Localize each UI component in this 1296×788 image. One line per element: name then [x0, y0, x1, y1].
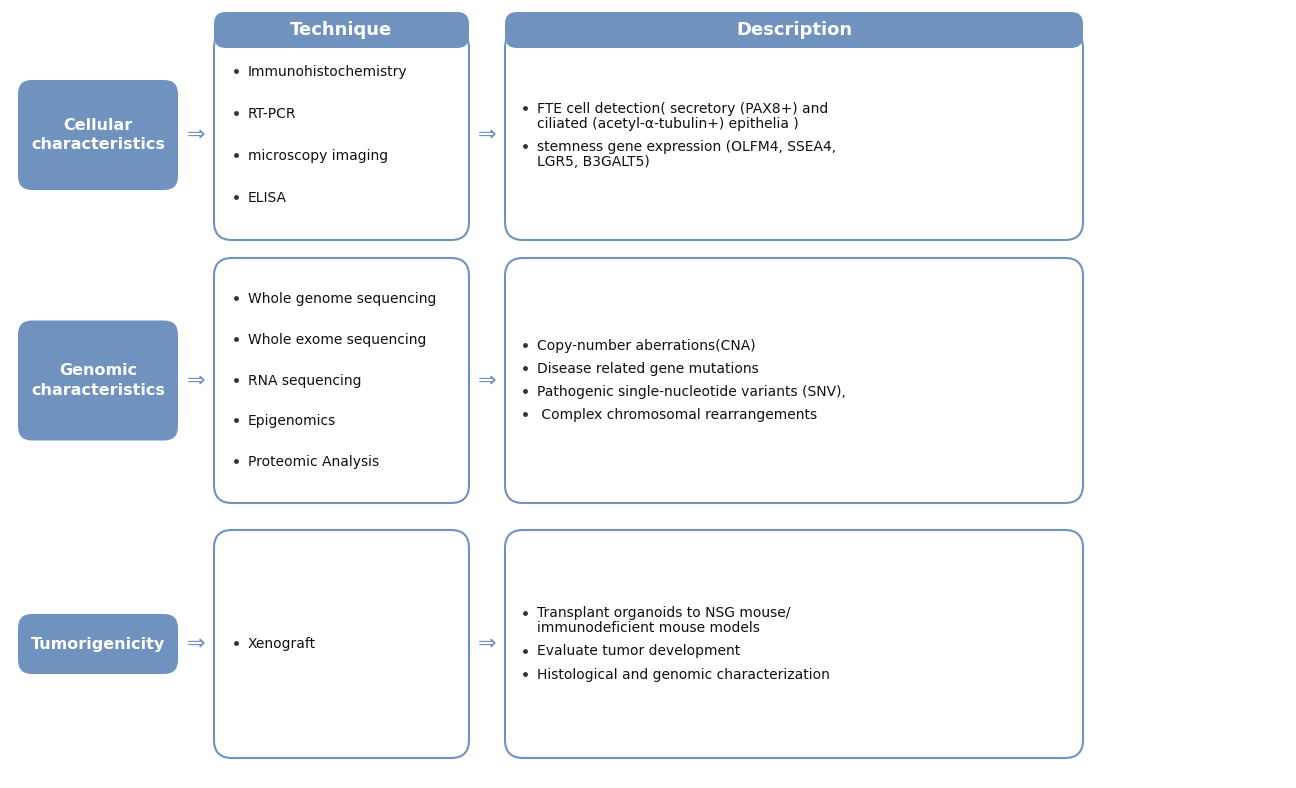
Text: Transplant organoids to NSG mouse/: Transplant organoids to NSG mouse/ — [537, 607, 791, 620]
Text: Pathogenic single-nucleotide variants (SNV),: Pathogenic single-nucleotide variants (S… — [537, 385, 846, 399]
FancyBboxPatch shape — [214, 12, 469, 48]
Text: ⇒: ⇒ — [187, 634, 205, 654]
Text: ⇒: ⇒ — [478, 634, 496, 654]
FancyBboxPatch shape — [505, 12, 1083, 48]
Text: Proteomic Analysis: Proteomic Analysis — [248, 455, 380, 469]
Text: Technique: Technique — [290, 21, 393, 39]
FancyBboxPatch shape — [505, 530, 1083, 758]
FancyBboxPatch shape — [505, 258, 1083, 503]
FancyBboxPatch shape — [18, 614, 178, 674]
Text: ELISA: ELISA — [248, 191, 286, 205]
FancyBboxPatch shape — [18, 80, 178, 190]
Text: Immunohistochemistry: Immunohistochemistry — [248, 65, 408, 79]
FancyBboxPatch shape — [505, 30, 1083, 240]
Text: LGR5, B3GALT5): LGR5, B3GALT5) — [537, 154, 649, 169]
FancyBboxPatch shape — [214, 258, 469, 503]
FancyBboxPatch shape — [18, 321, 178, 440]
Text: FTE cell detection( secretory (PAX8+) and: FTE cell detection( secretory (PAX8+) an… — [537, 102, 828, 116]
Text: immunodeficient mouse models: immunodeficient mouse models — [537, 622, 759, 635]
Text: Whole exome sequencing: Whole exome sequencing — [248, 333, 426, 347]
Text: Complex chromosomal rearrangements: Complex chromosomal rearrangements — [537, 408, 816, 422]
Text: ⇒: ⇒ — [478, 125, 496, 145]
Text: ⇒: ⇒ — [187, 125, 205, 145]
Text: ciliated (acetyl-α-tubulin+) epithelia ): ciliated (acetyl-α-tubulin+) epithelia ) — [537, 117, 798, 131]
Text: Description: Description — [736, 21, 851, 39]
Text: Histological and genomic characterization: Histological and genomic characterizatio… — [537, 667, 829, 682]
FancyBboxPatch shape — [214, 30, 469, 240]
Text: Evaluate tumor development: Evaluate tumor development — [537, 645, 740, 659]
Text: Cellular
characteristics: Cellular characteristics — [31, 117, 165, 152]
Text: ⇒: ⇒ — [478, 370, 496, 391]
Text: RNA sequencing: RNA sequencing — [248, 374, 362, 388]
Text: stemness gene expression (OLFM4, SSEA4,: stemness gene expression (OLFM4, SSEA4, — [537, 139, 836, 154]
Text: ⇒: ⇒ — [187, 370, 205, 391]
Text: Epigenomics: Epigenomics — [248, 414, 336, 429]
Text: microscopy imaging: microscopy imaging — [248, 149, 388, 163]
Text: Genomic
characteristics: Genomic characteristics — [31, 363, 165, 398]
FancyBboxPatch shape — [214, 530, 469, 758]
Text: Tumorigenicity: Tumorigenicity — [31, 637, 165, 652]
Text: Whole genome sequencing: Whole genome sequencing — [248, 292, 437, 306]
Text: Xenograft: Xenograft — [248, 637, 316, 651]
Text: Disease related gene mutations: Disease related gene mutations — [537, 362, 758, 376]
Text: Copy-number aberrations(CNA): Copy-number aberrations(CNA) — [537, 339, 756, 353]
Text: RT-PCR: RT-PCR — [248, 107, 297, 121]
